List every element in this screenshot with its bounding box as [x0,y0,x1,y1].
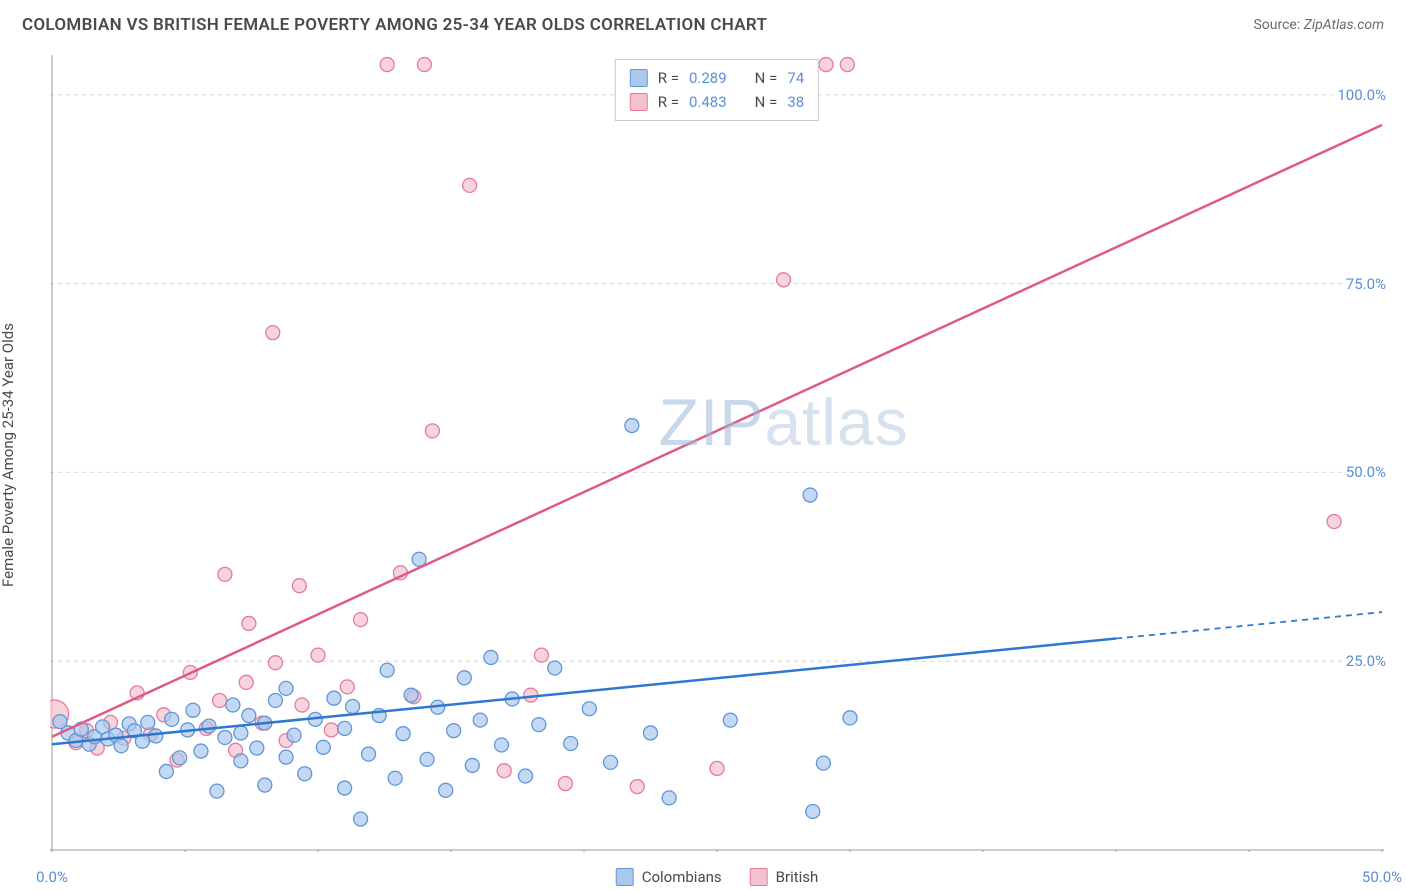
y-tick-label: 100.0% [1333,86,1390,104]
legend-swatch-a-icon [616,868,634,886]
y-tick-label: 25.0% [1342,652,1390,670]
swatch-a-icon [630,69,648,87]
stats-legend-box: R = 0.289 N = 74 R = 0.483 N = 38 [615,59,819,121]
scatter-plot [50,55,1384,852]
stats-row-b: R = 0.483 N = 38 [630,90,804,114]
stat-n-b: 38 [787,90,804,114]
legend-item-b: British [750,868,819,886]
stat-r-label: R = [658,90,679,114]
swatch-b-icon [630,93,648,111]
stat-n-a: 74 [787,66,804,90]
legend-item-a: Colombians [616,868,722,886]
legend-swatch-b-icon [750,868,768,886]
stat-r-a: 0.289 [689,66,727,90]
chart-area: ZIPatlas R = 0.289 N = 74 R = 0.483 N = … [50,55,1384,852]
y-axis-label: Female Poverty Among 25-34 Year Olds [0,323,17,587]
x-tick-label: 0.0% [36,868,68,886]
x-tick-label: 50.0% [1362,868,1402,886]
legend-label-b: British [776,868,819,886]
y-tick-label: 75.0% [1342,275,1390,293]
legend-label-a: Colombians [642,868,722,886]
chart-title: COLOMBIAN VS BRITISH FEMALE POVERTY AMON… [22,15,767,35]
y-tick-label: 50.0% [1342,463,1390,481]
source-label: Source: [1253,17,1300,33]
stat-n-label: N = [755,90,778,114]
stat-r-label: R = [658,66,679,90]
stat-r-b: 0.483 [689,90,727,114]
source-name: ZipAtlas.com [1304,17,1384,33]
stats-row-a: R = 0.289 N = 74 [630,66,804,90]
x-axis-legend: Colombians British [616,868,819,886]
stat-n-label: N = [755,66,778,90]
source-attribution: Source: ZipAtlas.com [1253,17,1384,33]
